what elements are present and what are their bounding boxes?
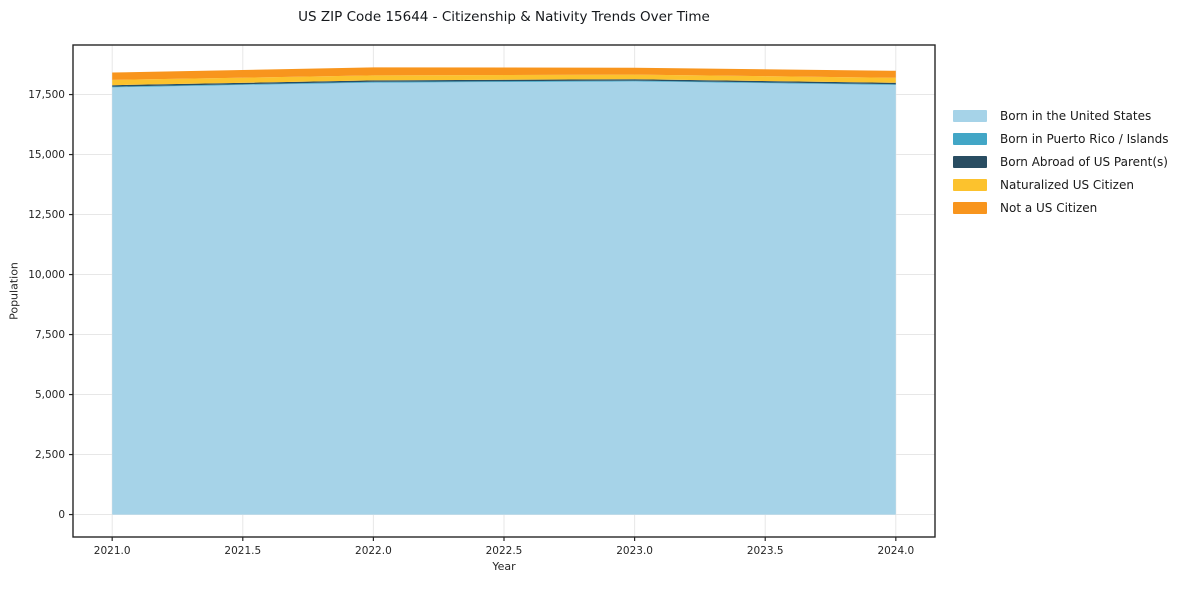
y-axis-label: Population (7, 262, 21, 320)
chart-title: US ZIP Code 15644 - Citizenship & Nativi… (298, 9, 710, 25)
legend-item: Born in the United States (953, 104, 1169, 127)
y-tick-label: 5,000 (35, 389, 65, 401)
x-tick-label: 2023.0 (616, 545, 653, 557)
tick-labels: 2021.0 2021.5 2022.0 2022.5 2023.0 2023.5 2024… (28, 89, 914, 557)
area-series-4 (112, 67, 896, 80)
axis-ticks (69, 93, 897, 541)
x-axis-label: Year (492, 560, 516, 573)
legend-label: Born in Puerto Rico / Islands (1000, 131, 1169, 146)
y-tick-label: 12,500 (28, 209, 65, 221)
x-tick-label: 2024.0 (877, 545, 914, 557)
legend-swatch-puerto-rico (953, 132, 987, 145)
legend-label: Born in the United States (1000, 108, 1152, 123)
legend-label: Naturalized US Citizen (1000, 177, 1134, 192)
legend-item: Not a US Citizen (953, 196, 1169, 219)
legend-item: Naturalized US Citizen (953, 173, 1169, 196)
legend-swatch-born-in-us (953, 109, 987, 122)
x-tick-label: 2022.0 (355, 545, 392, 557)
legend-swatch-not-citizen (953, 201, 987, 214)
area-series-3 (112, 74, 896, 86)
legend-label: Not a US Citizen (1000, 200, 1098, 215)
legend-item: Born in Puerto Rico / Islands (953, 127, 1169, 150)
legend-label: Born Abroad of US Parent(s) (1000, 154, 1168, 169)
stacked-areas (112, 67, 896, 515)
legend: Born in the United States Born in Puerto… (953, 104, 1169, 219)
area-series-2 (112, 79, 896, 87)
x-tick-label: 2021.5 (224, 545, 261, 557)
y-tick-label: 2,500 (35, 449, 65, 461)
y-tick-label: 0 (58, 509, 65, 521)
x-tick-label: 2022.5 (486, 545, 523, 557)
y-tick-label: 17,500 (28, 89, 65, 101)
area-series-1 (112, 80, 896, 88)
legend-swatch-naturalized (953, 178, 987, 191)
area-series-0 (112, 81, 896, 515)
x-tick-label: 2021.0 (94, 545, 131, 557)
y-tick-label: 10,000 (28, 269, 65, 281)
x-tick-label: 2023.5 (747, 545, 784, 557)
y-tick-label: 7,500 (35, 329, 65, 341)
legend-item: Born Abroad of US Parent(s) (953, 150, 1169, 173)
y-tick-label: 15,000 (28, 149, 65, 161)
legend-swatch-born-abroad (953, 155, 987, 168)
